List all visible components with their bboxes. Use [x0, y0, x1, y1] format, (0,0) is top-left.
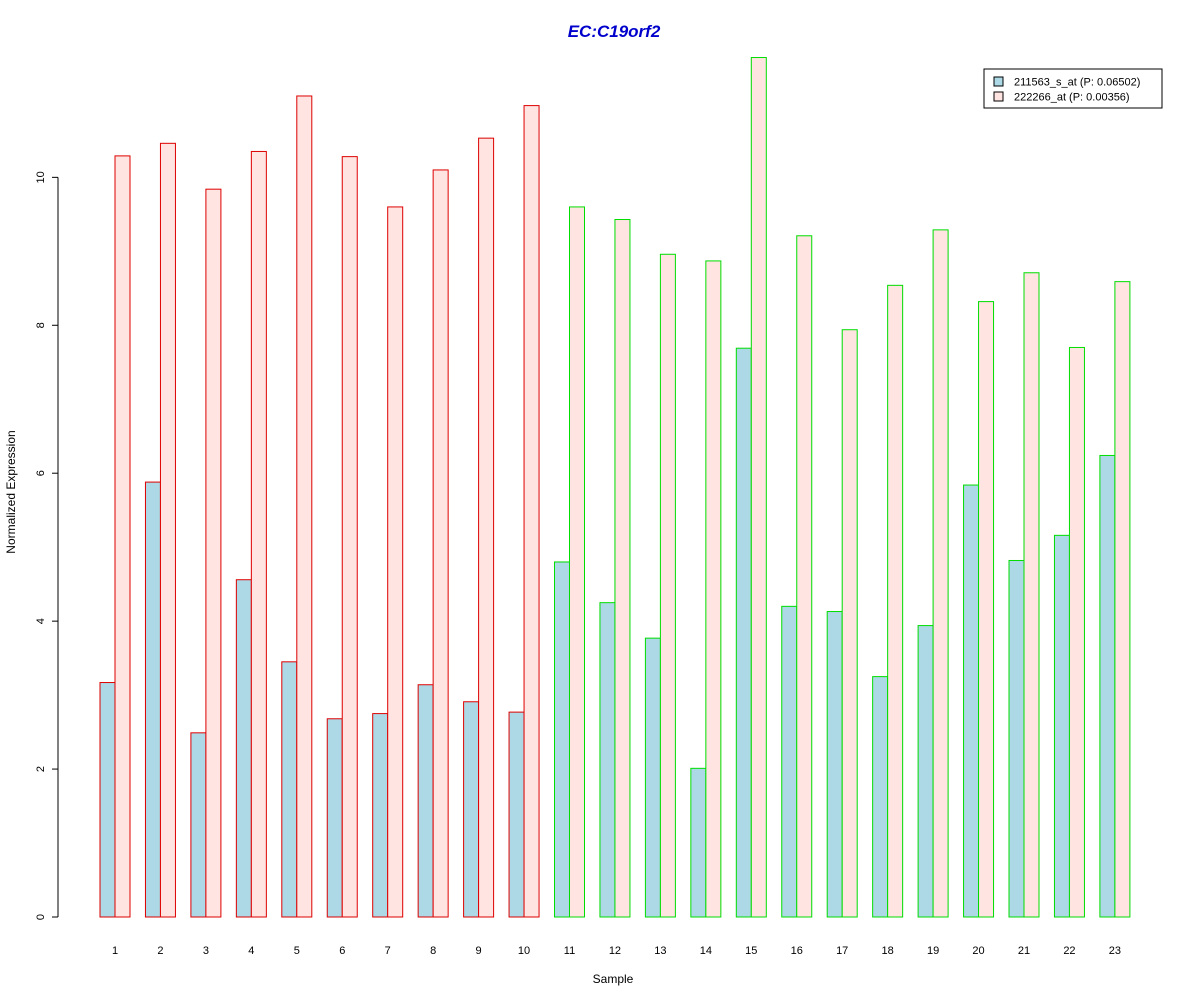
- y-tick-label: 2: [35, 766, 47, 772]
- bar-series2-sample-18: [887, 284, 904, 918]
- bar-series1-sample-15: [735, 347, 752, 918]
- bar-series2-sample-11: [569, 206, 585, 918]
- y-tick-label: 6: [35, 470, 47, 476]
- x-tick-label: 3: [203, 945, 209, 957]
- bar-series1-sample-10: [508, 711, 525, 918]
- bar-series2-sample-10: [523, 105, 540, 918]
- bar-series1-sample-21: [1008, 559, 1025, 918]
- bar-series2-sample-13: [659, 253, 676, 918]
- x-tick-label: 8: [430, 945, 436, 957]
- x-tick-label: 6: [339, 945, 345, 957]
- x-tick-label: 10: [518, 945, 530, 957]
- bar-series2-sample-2: [159, 142, 176, 918]
- bar-series1-sample-6: [326, 718, 343, 918]
- bar-series2-sample-8: [432, 169, 449, 918]
- bar-series2-sample-14: [705, 260, 722, 918]
- bar-series2-sample-15: [750, 57, 767, 918]
- bar-series1-sample-16: [781, 605, 798, 918]
- bar-series1-sample-11: [554, 561, 570, 918]
- bar-series1-sample-7: [372, 713, 389, 918]
- x-tick-label: 17: [836, 945, 848, 957]
- legend-swatch: [993, 76, 1004, 87]
- bar-series2-sample-9: [478, 137, 495, 918]
- y-tick-label: 4: [35, 618, 47, 624]
- bars-group: [99, 57, 1131, 918]
- bar-series2-sample-23: [1114, 281, 1131, 918]
- bar-series1-sample-13: [644, 637, 661, 918]
- legend-label: 211563_s_at (P: 0.06502): [1014, 77, 1140, 89]
- bar-series1-sample-2: [144, 481, 161, 918]
- bar-series2-sample-16: [796, 235, 813, 918]
- bar-series1-sample-22: [1053, 534, 1070, 918]
- bar-series2-sample-20: [978, 301, 995, 918]
- x-axis-tick-labels: 1 2 3 4 5 6 7 8 9 10 11 12 13 14 15 16 17 18 19 20 21 22 23: [112, 945, 1121, 957]
- legend-box: [983, 68, 1163, 109]
- y-axis-title: Normalized Expression: [4, 430, 18, 553]
- y-tick-label: 8: [35, 322, 47, 328]
- legend: 211563_s_at (P: 0.06502) 222266_at (P: 0.…: [983, 68, 1163, 109]
- x-tick-label: 11: [564, 945, 575, 957]
- legend-swatch: [993, 91, 1004, 102]
- legend-label: 222266_at (P: 0.00356): [1014, 92, 1130, 104]
- bar-series2-sample-1: [114, 155, 131, 918]
- x-tick-label: 22: [1063, 945, 1075, 957]
- x-tick-label: 13: [654, 945, 666, 957]
- bar-series2-sample-3: [205, 188, 222, 918]
- x-tick-label: 21: [1018, 945, 1030, 957]
- x-tick-label: 12: [609, 945, 621, 957]
- bar-series1-sample-9: [463, 701, 480, 918]
- bar-series1-sample-19: [917, 625, 934, 918]
- x-tick-label: 19: [927, 945, 939, 957]
- x-tick-label: 5: [294, 945, 300, 957]
- x-tick-label: 15: [745, 945, 757, 957]
- y-tick-label: 0: [35, 914, 47, 920]
- x-tick-label: 16: [791, 945, 803, 957]
- y-axis: 0 2 4 6 8 10: [35, 171, 59, 920]
- bar-series1-sample-4: [235, 579, 252, 918]
- x-tick-label: 9: [476, 945, 482, 957]
- bar-series1-sample-12: [599, 602, 616, 918]
- chart-title: EC:C19orf2: [568, 22, 661, 41]
- bar-series1-sample-18: [872, 676, 889, 918]
- x-axis-title: Sample: [593, 972, 634, 986]
- bar-series2-sample-12: [614, 219, 631, 918]
- bar-series1-sample-8: [417, 684, 434, 918]
- x-tick-label: 1: [112, 945, 118, 957]
- bar-series1-sample-23: [1099, 454, 1116, 918]
- x-tick-label: 18: [882, 945, 894, 957]
- x-tick-label: 2: [157, 945, 163, 957]
- x-tick-label: 7: [385, 945, 391, 957]
- bar-series1-sample-14: [690, 767, 707, 918]
- x-tick-label: 20: [972, 945, 984, 957]
- bar-series2-sample-17: [841, 329, 858, 918]
- y-tick-label: 10: [35, 171, 47, 183]
- x-tick-label: 4: [248, 945, 254, 957]
- bar-series1-sample-17: [826, 611, 843, 918]
- bar-series2-sample-6: [341, 156, 358, 918]
- bar-series1-sample-1: [99, 682, 116, 918]
- bar-series2-sample-7: [387, 206, 404, 918]
- bar-series1-sample-5: [281, 661, 298, 918]
- bar-series2-sample-4: [250, 150, 267, 918]
- bar-series2-sample-5: [296, 95, 313, 918]
- x-tick-label: 23: [1109, 945, 1121, 957]
- bar-series1-sample-3: [190, 732, 207, 918]
- x-tick-label: 14: [700, 945, 712, 957]
- bar-series1-sample-20: [963, 484, 980, 918]
- bar-series2-sample-21: [1023, 272, 1040, 918]
- bar-series2-sample-19: [932, 229, 949, 918]
- bar-series2-sample-22: [1068, 346, 1085, 918]
